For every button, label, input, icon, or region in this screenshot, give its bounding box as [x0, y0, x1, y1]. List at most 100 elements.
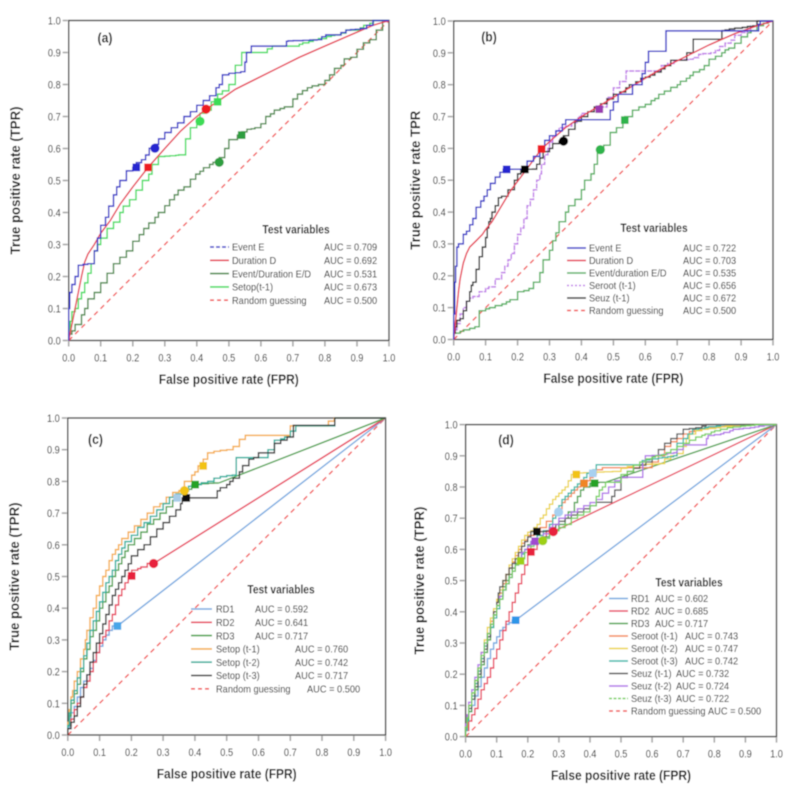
svg-text:AUC = 0.742: AUC = 0.742: [295, 657, 348, 669]
svg-text:0.1: 0.1: [490, 749, 503, 761]
svg-text:RD3: RD3: [631, 618, 650, 630]
svg-text:0.4: 0.4: [190, 353, 203, 365]
svg-text:AUC = 0.500: AUC = 0.500: [307, 684, 360, 696]
svg-text:0.7: 0.7: [48, 112, 61, 124]
svg-text:1.0: 1.0: [433, 16, 446, 28]
svg-text:0.9: 0.9: [739, 749, 752, 761]
svg-text:Test variables: Test variables: [620, 221, 688, 235]
svg-text:0.8: 0.8: [703, 352, 716, 364]
svg-text:Seroot (t-3): Seroot (t-3): [631, 656, 678, 668]
svg-text:Duration D: Duration D: [232, 255, 277, 267]
svg-text:Setop(t-1): Setop(t-1): [232, 282, 273, 294]
svg-text:False positive rate (FPR): False positive rate (FPR): [551, 767, 691, 783]
svg-text:Test variables: Test variables: [262, 223, 330, 237]
svg-text:0.6: 0.6: [646, 749, 659, 761]
svg-text:1.0: 1.0: [767, 352, 780, 364]
svg-text:0.4: 0.4: [48, 208, 61, 220]
svg-text:Setop (t-2): Setop (t-2): [216, 657, 260, 669]
svg-text:0.7: 0.7: [433, 112, 446, 124]
svg-text:0.2: 0.2: [47, 667, 60, 679]
svg-text:Random guessing: Random guessing: [216, 684, 291, 696]
svg-text:AUC = 0.743: AUC = 0.743: [685, 631, 738, 643]
svg-text:0.1: 0.1: [93, 747, 106, 759]
svg-text:0.8: 0.8: [445, 482, 458, 494]
svg-text:AUC = 0.703: AUC = 0.703: [683, 255, 736, 267]
svg-text:0.2: 0.2: [48, 272, 61, 284]
svg-text:Event/duration E/D: Event/duration E/D: [589, 268, 667, 280]
svg-text:0.8: 0.8: [319, 353, 332, 365]
svg-text:(c): (c): [88, 432, 103, 447]
svg-text:AUC = 0.692: AUC = 0.692: [324, 255, 377, 267]
svg-text:AUC = 0.717: AUC = 0.717: [295, 670, 348, 682]
svg-text:0.9: 0.9: [433, 48, 446, 60]
svg-text:0.9: 0.9: [445, 451, 458, 463]
svg-text:Random guessing: Random guessing: [232, 295, 307, 307]
svg-text:0.3: 0.3: [47, 635, 60, 647]
svg-text:0.5: 0.5: [220, 747, 233, 759]
svg-text:0.7: 0.7: [287, 353, 300, 365]
svg-text:True positive rate TPR: True positive rate TPR: [407, 111, 423, 250]
svg-text:0.8: 0.8: [316, 747, 329, 759]
svg-text:Duration D: Duration D: [589, 255, 634, 267]
svg-text:0.3: 0.3: [157, 747, 170, 759]
svg-text:AUC = 0.760: AUC = 0.760: [295, 644, 348, 656]
svg-text:AUC = 0.685: AUC = 0.685: [655, 606, 708, 618]
svg-text:True positive rate (TPR): True positive rate (TPR): [7, 107, 23, 255]
svg-text:0.7: 0.7: [47, 508, 60, 520]
svg-text:AUC = 0.535: AUC = 0.535: [683, 268, 736, 280]
svg-text:1.0: 1.0: [48, 16, 61, 28]
svg-text:0.0: 0.0: [62, 353, 75, 365]
svg-text:0.3: 0.3: [433, 239, 446, 251]
svg-text:0.6: 0.6: [639, 352, 652, 364]
svg-text:Seuz (t-3): Seuz (t-3): [631, 693, 672, 705]
svg-text:Test variables: Test variables: [247, 583, 315, 597]
svg-text:0.2: 0.2: [126, 353, 139, 365]
svg-text:0.4: 0.4: [575, 352, 588, 364]
svg-text:0.6: 0.6: [445, 544, 458, 556]
svg-text:Test variables: Test variables: [655, 576, 723, 590]
svg-text:(b): (b): [481, 30, 497, 45]
svg-text:0.4: 0.4: [433, 207, 446, 219]
svg-text:AUC = 0.500: AUC = 0.500: [708, 706, 761, 718]
svg-text:AUC = 0.742: AUC = 0.742: [685, 656, 738, 668]
svg-text:0.0: 0.0: [445, 732, 458, 744]
svg-text:AUC = 0.722: AUC = 0.722: [683, 243, 736, 255]
svg-text:0.8: 0.8: [47, 476, 60, 488]
svg-text:0.3: 0.3: [48, 240, 61, 252]
svg-text:(d): (d): [498, 433, 514, 448]
svg-text:0.4: 0.4: [584, 749, 597, 761]
svg-text:0.0: 0.0: [433, 335, 446, 347]
svg-text:Event/Duration E/D: Event/Duration E/D: [232, 268, 311, 280]
svg-text:1.0: 1.0: [383, 353, 396, 365]
svg-text:AUC = 0.641: AUC = 0.641: [255, 617, 308, 629]
svg-text:0.9: 0.9: [351, 353, 364, 365]
svg-text:False positive rate (FPR): False positive rate (FPR): [157, 766, 297, 782]
svg-text:AUC = 0.672: AUC = 0.672: [683, 293, 736, 305]
svg-text:Event E: Event E: [232, 242, 264, 254]
svg-text:AUC = 0.592: AUC = 0.592: [255, 604, 308, 616]
svg-text:0.1: 0.1: [479, 352, 492, 364]
svg-text:True positive rate (TPR): True positive rate (TPR): [6, 503, 22, 651]
svg-text:1.0: 1.0: [445, 420, 458, 432]
svg-text:0.7: 0.7: [445, 513, 458, 525]
svg-text:Seuz (t-1): Seuz (t-1): [631, 668, 672, 680]
svg-text:Event E: Event E: [589, 243, 621, 255]
svg-text:AUC = 0.656: AUC = 0.656: [683, 280, 736, 292]
svg-text:Setop (t-1): Setop (t-1): [216, 644, 260, 656]
svg-text:0.5: 0.5: [607, 352, 620, 364]
svg-text:0.2: 0.2: [445, 669, 458, 681]
svg-text:0.1: 0.1: [433, 303, 446, 315]
svg-text:0.4: 0.4: [47, 603, 60, 615]
svg-text:0.1: 0.1: [94, 353, 107, 365]
svg-text:0.3: 0.3: [543, 352, 556, 364]
svg-text:Seroot (t-1): Seroot (t-1): [589, 280, 636, 292]
svg-text:RD2: RD2: [216, 617, 235, 629]
svg-text:Seroot (t-2): Seroot (t-2): [631, 643, 678, 655]
svg-text:AUC = 0.500: AUC = 0.500: [324, 295, 377, 307]
svg-text:0.8: 0.8: [708, 749, 721, 761]
svg-text:AUC = 0.500: AUC = 0.500: [683, 305, 736, 317]
svg-text:0.1: 0.1: [445, 700, 458, 712]
svg-text:0.3: 0.3: [158, 353, 171, 365]
svg-text:0.7: 0.7: [284, 747, 297, 759]
svg-text:AUC = 0.709: AUC = 0.709: [324, 242, 377, 254]
